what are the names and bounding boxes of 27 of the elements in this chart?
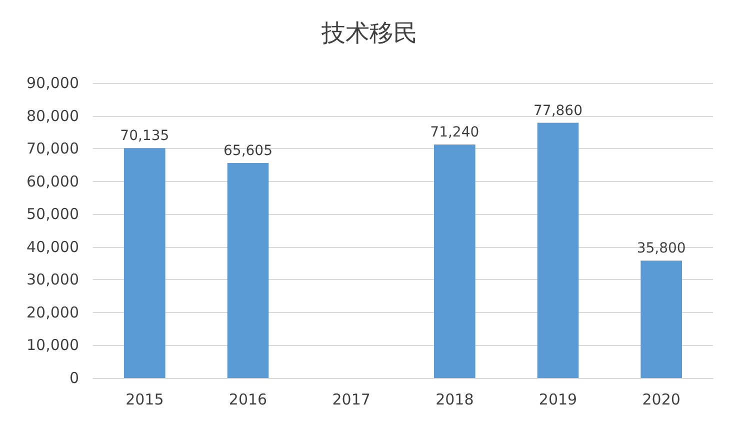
x-tick-label: 2015 (126, 390, 164, 408)
y-tick-label: 50,000 (26, 205, 79, 224)
data-label: 71,240 (430, 124, 480, 140)
y-tick-label: 40,000 (26, 238, 79, 256)
bar (227, 162, 269, 378)
x-tick-label: 2019 (538, 390, 578, 408)
y-tick-label: 10,000 (26, 336, 79, 354)
chart-title: 技术移民 (320, 19, 418, 47)
bar (434, 144, 476, 378)
bar (124, 148, 166, 378)
data-label: 77,860 (534, 102, 582, 119)
x-tick-label: 2018 (436, 390, 474, 408)
data-label: 35,800 (636, 240, 686, 257)
y-tick-label: 70,000 (26, 140, 79, 158)
data-label: 70,135 (120, 128, 170, 144)
y-tick-label: 20,000 (26, 303, 79, 322)
y-tick-label: 80,000 (26, 106, 79, 125)
x-tick-label: 2016 (228, 390, 268, 408)
y-tick-label: 90,000 (26, 74, 79, 92)
x-tick-label: 2017 (332, 390, 370, 408)
y-tick-label: 0 (69, 369, 79, 387)
y-tick-label: 30,000 (26, 270, 79, 289)
bar (640, 260, 682, 378)
bar (537, 122, 579, 378)
y-tick-label: 60,000 (26, 172, 79, 190)
x-tick-label: 2020 (642, 390, 680, 408)
data-label: 65,605 (224, 142, 272, 159)
